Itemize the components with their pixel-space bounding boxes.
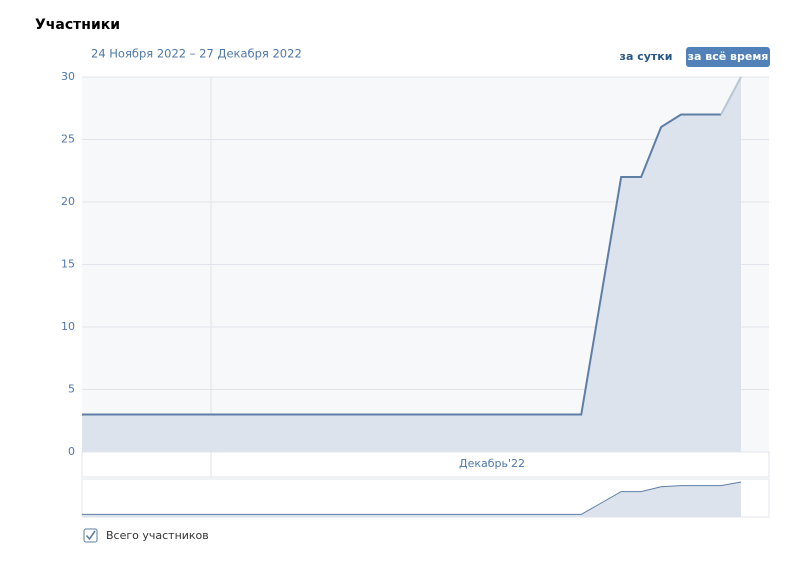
y-tick-label: 30 (61, 70, 75, 83)
all-time-button[interactable] (686, 47, 770, 67)
day-button[interactable]: за сутки (620, 50, 673, 63)
y-tick-label: 0 (68, 445, 75, 458)
legend-checkbox[interactable] (83, 528, 98, 543)
series-line-current (720, 76, 742, 115)
series-line (82, 113, 722, 416)
title: Участники (35, 17, 120, 33)
y-tick-label: 15 (61, 258, 75, 271)
check-mark (85, 530, 96, 541)
y-tick-label: 20 (61, 195, 75, 208)
all-time-label[interactable]: за всё время (688, 50, 769, 63)
y-tick-label: 5 (68, 383, 75, 396)
y-tick-label: 25 (61, 133, 75, 146)
minimap-area (82, 482, 741, 517)
x-axis-band (81, 451, 770, 478)
minimap-line (82, 481, 742, 515)
date-range: 24 Ноября 2022 – 27 Декабря 2022 (91, 47, 302, 61)
x-period-label: Декабрь'22 (459, 457, 525, 470)
legend-label[interactable]: Всего участников (106, 529, 209, 542)
y-tick-label: 10 (61, 320, 75, 333)
